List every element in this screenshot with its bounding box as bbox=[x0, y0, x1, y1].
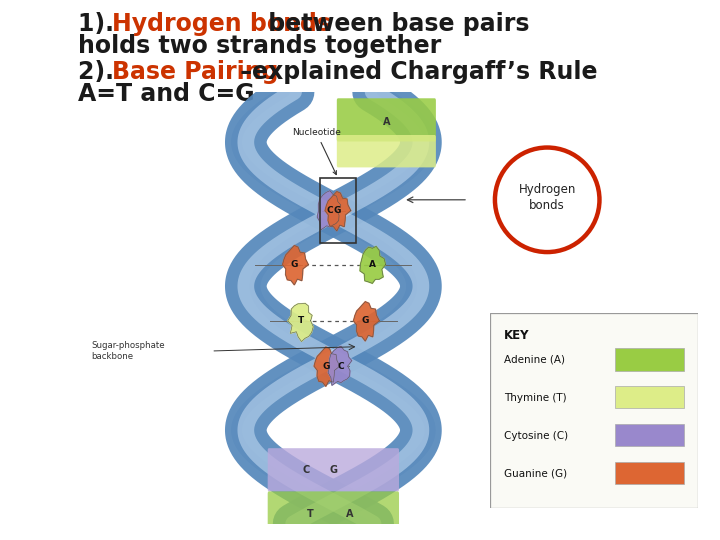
Text: KEY: KEY bbox=[504, 329, 530, 342]
Polygon shape bbox=[318, 191, 341, 230]
Text: between base pairs: between base pairs bbox=[260, 12, 529, 36]
Text: A=T and C=G: A=T and C=G bbox=[78, 82, 255, 106]
Text: Adenine (A): Adenine (A) bbox=[504, 355, 565, 365]
Text: T: T bbox=[307, 509, 314, 519]
Text: –explained Chargaff’s Rule: –explained Chargaff’s Rule bbox=[232, 60, 598, 84]
Text: T: T bbox=[298, 316, 305, 325]
Bar bbox=[615, 386, 684, 408]
Text: 2).: 2). bbox=[78, 60, 130, 84]
Polygon shape bbox=[314, 347, 340, 387]
Polygon shape bbox=[328, 346, 352, 386]
FancyBboxPatch shape bbox=[337, 135, 436, 167]
Text: 1).: 1). bbox=[78, 12, 130, 36]
Polygon shape bbox=[325, 192, 351, 231]
Text: Base Pairing: Base Pairing bbox=[112, 60, 279, 84]
Text: G: G bbox=[322, 362, 330, 370]
Polygon shape bbox=[282, 246, 308, 285]
Polygon shape bbox=[354, 302, 379, 341]
Text: A: A bbox=[382, 117, 390, 127]
Text: Nucleotide: Nucleotide bbox=[292, 128, 341, 174]
Text: G: G bbox=[361, 316, 369, 325]
Text: C: C bbox=[327, 206, 333, 215]
Text: G: G bbox=[291, 260, 298, 269]
FancyBboxPatch shape bbox=[268, 491, 399, 535]
Text: Thymine (T): Thymine (T) bbox=[504, 393, 567, 403]
Text: Cytosine (C): Cytosine (C) bbox=[504, 431, 568, 441]
Bar bbox=[615, 462, 684, 484]
Text: Hydrogen
bonds: Hydrogen bonds bbox=[518, 183, 576, 212]
Text: A: A bbox=[346, 509, 354, 519]
Text: C: C bbox=[338, 362, 344, 370]
Text: A: A bbox=[369, 260, 376, 269]
Bar bbox=[615, 348, 684, 370]
Text: Hydrogen bonds: Hydrogen bonds bbox=[112, 12, 331, 36]
Polygon shape bbox=[288, 303, 313, 341]
Text: holds two strands together: holds two strands together bbox=[78, 34, 441, 58]
Text: Sugar-phosphate
backbone: Sugar-phosphate backbone bbox=[91, 341, 165, 361]
Text: Guanine (G): Guanine (G) bbox=[504, 469, 567, 478]
FancyBboxPatch shape bbox=[268, 448, 399, 491]
Text: G: G bbox=[333, 206, 341, 215]
Bar bbox=[320, 178, 356, 243]
Bar bbox=[615, 424, 684, 447]
FancyBboxPatch shape bbox=[337, 98, 436, 141]
Text: C: C bbox=[302, 465, 310, 475]
Polygon shape bbox=[360, 246, 386, 284]
Text: G: G bbox=[329, 465, 338, 475]
